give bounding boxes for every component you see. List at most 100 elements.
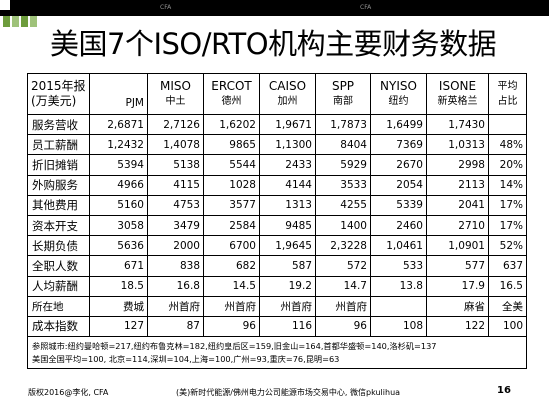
header-col: 平均 占比 — [488, 73, 527, 115]
table-row: 长期负债 5636 2000 6700 1,9645 2,3228 1,0461 1,0901… — [27, 235, 527, 257]
header-col: MISO 中土 — [147, 73, 204, 115]
table-cell: 682 — [203, 255, 260, 277]
deco-block — [21, 16, 28, 27]
row-label: 全职人数 — [27, 255, 90, 277]
copyright-text: 版权2016@李化, CFA — [28, 388, 109, 397]
table-cell: 4144 — [259, 174, 316, 196]
table-cell: 州首府 — [203, 295, 260, 317]
table-cell: 1,7430 — [426, 113, 489, 136]
table-cell: 2433 — [259, 154, 316, 176]
table-cell: 费城 — [89, 295, 148, 317]
table-cell: 87 — [147, 315, 204, 338]
table-row: 资本开支 3058 3479 2584 9485 1400 2460 2710 17% — [27, 214, 527, 237]
row-label: 所在地 — [27, 295, 90, 317]
table-cell: 19.2 — [259, 275, 316, 297]
row-label: 人均薪酬 — [27, 275, 90, 297]
header-col-line2: 德州 — [221, 96, 242, 107]
table-cell: 9485 — [259, 214, 316, 237]
slide-title: 美国7个ISO/RTO机构主要财务数据 — [50, 27, 497, 61]
reference-note-line1: 参照城市:纽约曼哈顿=217,纽约布鲁克林=182,纽约皇后区=159,旧金山=… — [32, 341, 437, 352]
table-row: 折旧摊销 5394 5138 5544 2433 5929 2670 2998 20% — [27, 154, 527, 176]
table-cell: 533 — [370, 255, 427, 277]
table-cell: 2,7126 — [147, 113, 204, 136]
table-cell: 587 — [259, 255, 316, 277]
table-row: 服务营收 2,6871 2,7126 1,6202 1,9671 1,7873 1,6499… — [27, 113, 527, 136]
table-cell: 17% — [488, 214, 527, 237]
header-col-line1: CAISO — [268, 79, 307, 93]
table-cell: 2,6871 — [89, 113, 148, 136]
table-cell: 96 — [315, 315, 371, 338]
reference-note-line2: 美国全国平均=100, 北京=114,深圳=104,上海=100,广州=93,重… — [32, 353, 340, 364]
table-cell: 3533 — [315, 174, 371, 196]
table-cell: 1,4078 — [147, 134, 204, 156]
header-year-line1: 2015年报 — [31, 79, 86, 93]
reference-note: 参照城市:纽约曼哈顿=217,纽约布鲁克林=182,纽约皇后区=159,旧金山=… — [27, 336, 527, 370]
table-cell: 1,7873 — [315, 113, 371, 136]
header-year: 2015年报 (万美元) — [27, 73, 90, 115]
header-col: ERCOT 德州 — [203, 73, 260, 115]
table-cell: 5394 — [89, 154, 148, 176]
table-cell: 20% — [488, 154, 527, 176]
table-cell: 14% — [488, 174, 527, 196]
table-cell: 1028 — [203, 174, 260, 196]
table-cell: 14.5 — [203, 275, 260, 297]
table-cell: 9865 — [203, 134, 260, 156]
table-row: 员工薪酬 1,2432 1,4078 9865 1,1300 8404 7369 1,0313… — [27, 134, 527, 156]
table-cell: 5160 — [89, 194, 148, 216]
table-cell: 2,3228 — [315, 235, 371, 257]
table-cell: 1,0313 — [426, 134, 489, 156]
table-cell: 3577 — [203, 194, 260, 216]
deco-block — [30, 16, 37, 27]
table-cell: 5544 — [203, 154, 260, 176]
header-col-line2: 加州 — [277, 96, 298, 107]
table-cell: 17.9 — [426, 275, 489, 297]
table-cell: 5929 — [315, 154, 371, 176]
footer: 版权2016@李化, CFA (美)新时代能源/佛州电力公司能源市场交易中心, … — [0, 383, 549, 403]
table-cell — [370, 295, 427, 317]
header-pjm: PJM — [89, 73, 148, 115]
table-cell: 18.5 — [89, 275, 148, 297]
table-cell: 州首府 — [315, 295, 371, 317]
header-col: SPP 南部 — [315, 73, 371, 115]
table-cell: 17% — [488, 194, 527, 216]
table-cell — [488, 113, 527, 136]
header-col: ISONE 新英格兰 — [426, 73, 489, 115]
top-bar: CFA CFA — [0, 0, 549, 16]
table-cell: 14.7 — [315, 275, 371, 297]
header-col-line1: ISONE — [438, 79, 477, 93]
table-cell: 127 — [89, 315, 148, 338]
deco-block — [3, 16, 10, 27]
table-cell: 州首府 — [147, 295, 204, 317]
table-cell: 1,9671 — [259, 113, 316, 136]
table-cell: 1,6202 — [203, 113, 260, 136]
table-cell: 637 — [488, 255, 527, 277]
table-cell: 4966 — [89, 174, 148, 196]
table-cell: 122 — [426, 315, 489, 338]
header-col: CAISO 加州 — [259, 73, 316, 115]
financial-table-container: 2015年报 (万美元) PJM MISO 中土 ERCOT 德州 CAISO … — [27, 73, 527, 370]
row-label: 折旧摊销 — [27, 154, 90, 176]
header-col-line1: SPP — [331, 79, 355, 93]
table-cell: 48% — [488, 134, 527, 156]
header-col-line1: MISO — [160, 79, 191, 93]
table-cell: 1,1300 — [259, 134, 316, 156]
table-cell: 1,0461 — [370, 235, 427, 257]
table-cell: 838 — [147, 255, 204, 277]
table-cell: 2113 — [426, 174, 489, 196]
table-row: 全职人数 671 838 682 587 572 533 577 637 — [27, 255, 527, 277]
table-cell: 108 — [370, 315, 427, 338]
table-cell: 1,0901 — [426, 235, 489, 257]
table-cell: 2670 — [370, 154, 427, 176]
table-cell: 671 — [89, 255, 148, 277]
table-cell: 116 — [259, 315, 316, 338]
table-cell: 4115 — [147, 174, 204, 196]
page-number: 16 — [497, 385, 511, 396]
table-cell: 1313 — [259, 194, 316, 216]
row-label: 长期负债 — [27, 235, 90, 257]
table-cell: 16.5 — [488, 275, 527, 297]
table-cell: 8404 — [315, 134, 371, 156]
row-label: 服务营收 — [27, 113, 90, 136]
table-cell: 52% — [488, 235, 527, 257]
table-cell: 2710 — [426, 214, 489, 237]
table-cell: 4753 — [147, 194, 204, 216]
